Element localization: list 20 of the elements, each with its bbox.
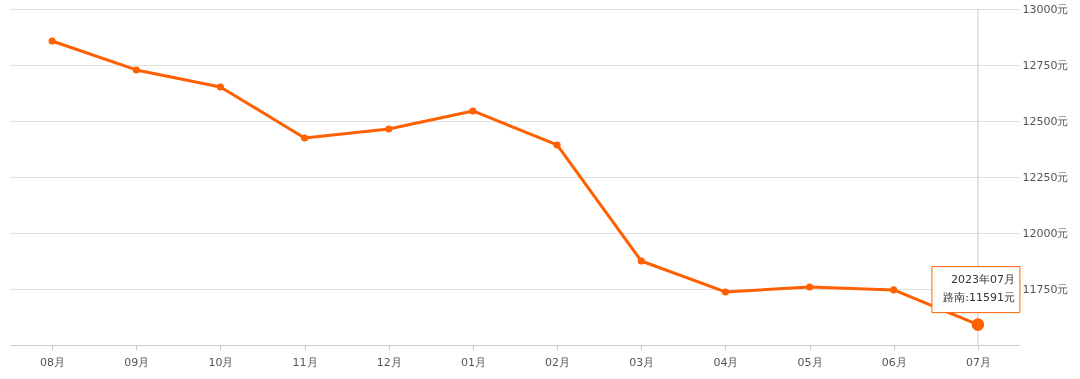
x-tick-label: 08月: [40, 355, 66, 369]
x-tick-label: 06月: [881, 355, 907, 369]
y-tick-label: 12750元: [1022, 58, 1069, 72]
x-tick-label: 10月: [208, 355, 234, 369]
annotation: 2023年07月: [950, 272, 1015, 286]
x-tick-label: 09月: [124, 355, 150, 369]
y-tick-label: 12500元: [1022, 114, 1069, 128]
x-tick-label: 01月: [460, 355, 486, 369]
annotation: 路南:11591元: [943, 290, 1015, 304]
y-tick-label: 11750元: [1022, 282, 1069, 296]
x-tick-label: 04月: [713, 355, 739, 369]
y-tick-label: 12250元: [1022, 170, 1069, 184]
x-tick-label: 11月: [292, 355, 318, 369]
x-tick-label: 07月: [965, 355, 991, 369]
y-tick-label: 13000元: [1022, 2, 1069, 16]
x-tick-label: 05月: [797, 355, 823, 369]
x-tick-label: 02月: [545, 355, 571, 369]
x-tick-label: 03月: [629, 355, 655, 369]
y-tick-label: 12000元: [1022, 226, 1069, 240]
x-tick-label: 12月: [376, 355, 402, 369]
